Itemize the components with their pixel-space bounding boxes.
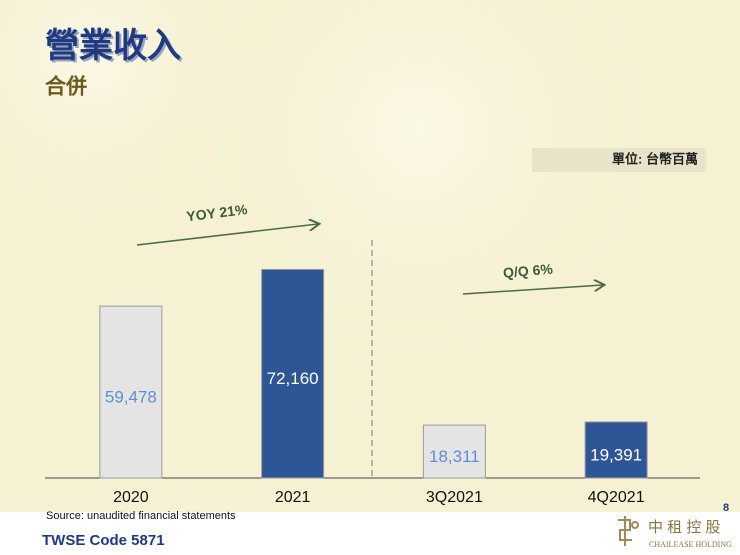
unit-note: 單位: 台幣百萬	[612, 151, 698, 166]
bar	[422, 424, 486, 479]
logo-english: CHAILEASE HOLDING	[649, 540, 732, 549]
background-glow	[160, 0, 680, 390]
page-number: 8	[723, 502, 729, 514]
annotation: Q/Q 6%	[502, 261, 554, 281]
x-tick-label: 3Q2021	[426, 489, 483, 506]
footer-band	[0, 512, 740, 555]
logo-name: 中 租 控 股	[648, 519, 721, 536]
bar	[99, 305, 163, 479]
chart-subtitle: 合併	[45, 75, 87, 99]
title-shadow: 營業收入	[47, 29, 183, 67]
unit-box	[532, 148, 706, 172]
bar	[584, 421, 648, 479]
value-label: 18,311	[429, 447, 480, 466]
bar	[261, 268, 325, 479]
qoq-arrow	[462, 285, 603, 295]
x-tick-label: 4Q2021	[588, 489, 645, 506]
logo-icon	[618, 516, 639, 546]
chart-title: 營業收入	[45, 27, 181, 65]
value-label: 59,478	[105, 388, 157, 407]
value-label: 72,160	[267, 369, 319, 388]
footer-code: TWSE Code 5871	[42, 532, 165, 549]
x-tick-label: 2020	[113, 489, 149, 506]
yoy-arrow	[136, 224, 318, 246]
annotation: YOY 21%	[185, 201, 248, 224]
x-tick-label: 2021	[275, 489, 311, 506]
value-label: 19,391	[590, 445, 642, 464]
source-note: Source: unaudited financial statements	[46, 510, 236, 522]
